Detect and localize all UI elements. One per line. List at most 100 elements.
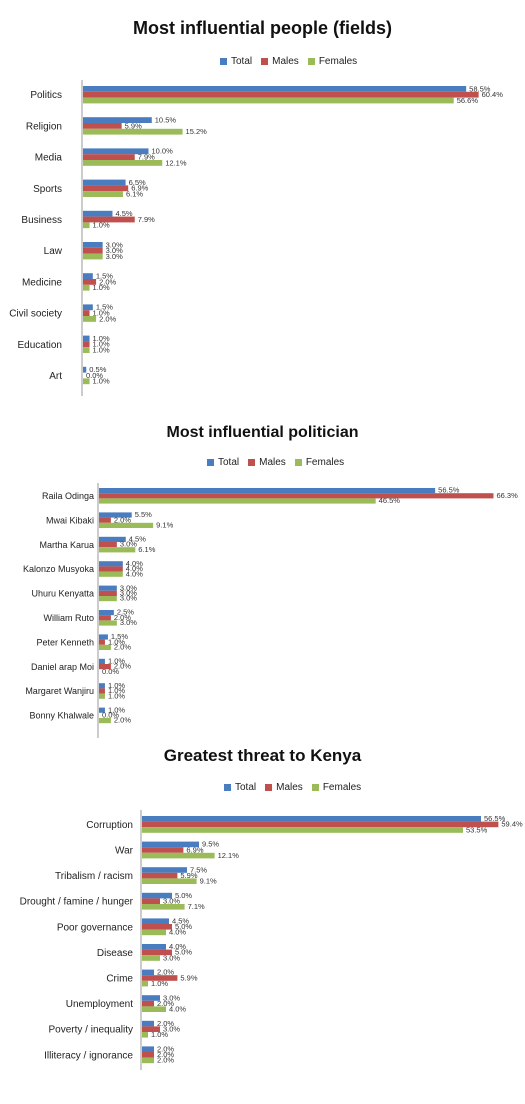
data-label-females: 1.0%: [93, 377, 110, 386]
bar-males: [99, 688, 105, 694]
category-label: Education: [18, 340, 62, 351]
bar-total: [83, 242, 103, 248]
bar-total: [83, 117, 152, 123]
legend-label-females: Females: [322, 781, 362, 793]
data-label-males: 2.0%: [157, 1050, 174, 1059]
category-label: Disease: [97, 948, 134, 959]
data-label-females: 4.0%: [169, 1005, 186, 1014]
data-label-females: 4.0%: [169, 928, 186, 937]
bar-females: [142, 1057, 154, 1064]
data-label-males: 60.4%: [482, 90, 504, 99]
bar-males: [83, 91, 479, 98]
data-label-total: 3.0%: [106, 240, 123, 249]
category-label: Peter Kenneth: [36, 637, 94, 647]
bar-females: [142, 980, 148, 987]
data-label-total: 2.0%: [157, 968, 174, 977]
bar-males: [142, 898, 160, 904]
bar-females: [142, 904, 185, 910]
bar-total: [83, 335, 90, 342]
bar-females: [142, 1006, 166, 1012]
bar-total: [83, 148, 149, 155]
data-label-total: 56.5%: [438, 486, 460, 495]
bar-total: [83, 304, 93, 311]
data-label-males: 1.0%: [93, 340, 110, 349]
bar-females: [99, 498, 376, 504]
bar-males: [83, 154, 135, 160]
data-label-total: 4.5%: [172, 917, 189, 926]
bar-total: [83, 366, 87, 373]
bar-females: [142, 929, 166, 936]
category-label: Crime: [106, 974, 133, 985]
chart-plot-2: Raila Odinga 56.5% 66.3% 46.5% Mwai Kibaki 5.…: [23, 483, 518, 738]
bar-males: [99, 664, 111, 670]
data-label-total: 5.0%: [175, 891, 192, 900]
bar-males: [142, 1026, 160, 1032]
category-label: William Ruto: [43, 613, 94, 623]
bar-males: [99, 639, 105, 645]
bar-females: [99, 693, 105, 699]
bar-males: [83, 216, 135, 223]
bar-females: [83, 378, 90, 385]
data-label-total: 1.0%: [108, 657, 125, 666]
data-label-total: 6.5%: [129, 178, 146, 187]
bar-females: [99, 718, 111, 724]
legend-item-total: Total: [220, 56, 252, 67]
bar-females: [142, 878, 197, 884]
data-label-females: 7.1%: [188, 902, 205, 911]
data-label-total: 56.5%: [484, 814, 506, 823]
bar-females: [83, 347, 90, 353]
data-label-males: 5.9%: [125, 121, 142, 130]
bar-total: [142, 995, 160, 1001]
bar-total: [142, 969, 154, 976]
data-label-males: 2.0%: [157, 999, 174, 1008]
data-label-males: 5.0%: [175, 948, 192, 957]
data-label-females: 0.0%: [102, 667, 119, 676]
bar-females: [83, 97, 454, 104]
category-label: Uhuru Kenyatta: [31, 589, 94, 599]
legend-swatch-females: [307, 57, 315, 65]
data-label-females: 6.1%: [138, 545, 155, 554]
data-label-males: 1.0%: [108, 686, 125, 695]
bar-females: [142, 827, 463, 833]
data-label-males: 2.0%: [114, 515, 131, 524]
bar-females: [83, 222, 90, 229]
data-label-total: 1.0%: [108, 681, 125, 690]
category-label: Bonny Khalwale: [29, 711, 94, 721]
category-label: Sports: [33, 184, 62, 195]
data-label-females: 4.0%: [126, 569, 143, 578]
bar-males: [142, 975, 178, 981]
bar-males: [142, 949, 172, 956]
legend-label-males: Males: [259, 456, 286, 468]
chart-title-3: Greatest threat to Kenya: [163, 746, 362, 765]
category-label: Business: [21, 215, 62, 226]
data-label-females: 46.5%: [379, 496, 401, 505]
data-label-females: 2.0%: [114, 716, 131, 725]
data-label-total: 10.5%: [155, 116, 177, 125]
category-label: Daniel arap Moi: [31, 662, 94, 672]
legend-swatch-total: [224, 783, 231, 791]
chart-title-1: Most influential people (fields): [132, 18, 392, 38]
bar-total: [99, 658, 105, 664]
data-label-females: 12.1%: [165, 158, 187, 167]
bar-total: [83, 210, 113, 217]
category-label: Poor governance: [57, 922, 134, 933]
bar-females: [99, 571, 123, 577]
bar-total: [83, 179, 126, 186]
bar-males: [99, 517, 111, 523]
bar-total: [99, 683, 105, 689]
data-label-males: 3.0%: [163, 1025, 180, 1034]
data-label-males: 6.9%: [131, 184, 148, 193]
data-label-females: 3.0%: [120, 618, 137, 627]
chart-plot-1: Politics 58.5%60.4%56.6% Religion 10.5% 5.9%…: [9, 80, 504, 396]
data-label-total: 2.5%: [117, 608, 134, 617]
data-label-males: 5.0%: [175, 922, 192, 931]
category-label: Unemployment: [66, 999, 133, 1010]
bar-females: [99, 620, 117, 626]
data-label-males: 4.0%: [126, 564, 143, 573]
category-label: Margaret Wanjiru: [25, 686, 94, 696]
data-label-total: 4.0%: [169, 942, 186, 951]
data-label-total: 1.5%: [96, 303, 113, 312]
chart-legend-1: Total Males Females: [220, 54, 366, 68]
